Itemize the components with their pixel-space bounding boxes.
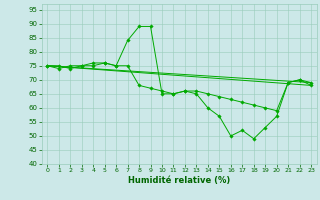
X-axis label: Humidité relative (%): Humidité relative (%) (128, 176, 230, 185)
